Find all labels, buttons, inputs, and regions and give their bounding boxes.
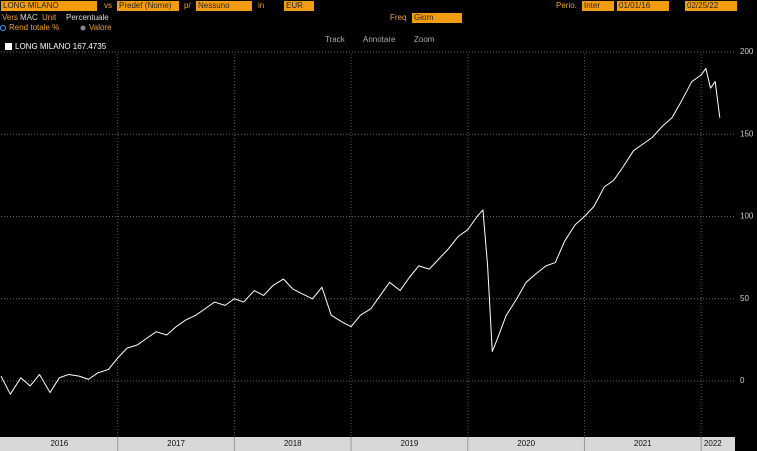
x-tick-label: 2016 (50, 439, 68, 448)
freq-field[interactable]: Giorn (412, 13, 462, 23)
start-field[interactable]: 01/01/16 (617, 1, 669, 11)
label: vs (104, 1, 112, 10)
label: in (258, 1, 265, 10)
security-field[interactable]: LONG MILANO (1, 1, 97, 11)
period-field[interactable]: Inter (582, 1, 614, 11)
label: p/ (184, 1, 191, 10)
toolbar: LONG MILANO vs Predef (Nome) p/ Nessuno … (0, 0, 757, 12)
legend-label: LONG MILANO 167.4735 (15, 42, 107, 51)
chart: Rend totale % Valore LONG MILANO 167.473… (0, 24, 757, 451)
label: Freq (390, 13, 407, 22)
label: Vers (2, 13, 19, 22)
legend-swatch (5, 43, 12, 50)
button[interactable]: Zoom (414, 35, 435, 44)
radio[interactable] (0, 25, 6, 31)
radio[interactable] (80, 25, 86, 31)
mode-option[interactable]: Valore (89, 24, 112, 32)
toolbar-2: Vers MAC Unit Percentuale Freq Giorn (0, 12, 757, 24)
y-tick-label: 50 (740, 294, 749, 303)
currency-field[interactable]: EUR (284, 1, 314, 11)
y-tick-label: 150 (740, 129, 754, 138)
label: MAC (20, 13, 38, 22)
label[interactable]: Percentuale (66, 13, 109, 22)
end-field[interactable]: 02/25/22 (685, 1, 737, 11)
per-field[interactable]: Nessuno (196, 1, 252, 11)
button[interactable]: Annotare (363, 35, 396, 44)
x-tick-label: 2021 (634, 439, 652, 448)
x-tick-label: 2018 (284, 439, 302, 448)
y-tick-label: 100 (740, 212, 754, 221)
mode-option[interactable]: Rend totale % (9, 24, 59, 32)
compare-field[interactable]: Predef (Nome) (117, 1, 179, 11)
y-tick-label: 200 (740, 47, 754, 56)
x-tick-label: 2020 (517, 439, 535, 448)
x-tick-label: 2022 (704, 439, 722, 448)
button[interactable]: Track (325, 35, 346, 44)
x-tick-label: 2017 (167, 439, 185, 448)
label: Unit (42, 13, 57, 22)
x-tick-label: 2019 (401, 439, 419, 448)
x-axis-band (0, 437, 735, 451)
background (0, 24, 757, 451)
y-tick-label: 0 (740, 376, 745, 385)
line (0, 67, 721, 395)
label: Perio. (556, 1, 577, 10)
